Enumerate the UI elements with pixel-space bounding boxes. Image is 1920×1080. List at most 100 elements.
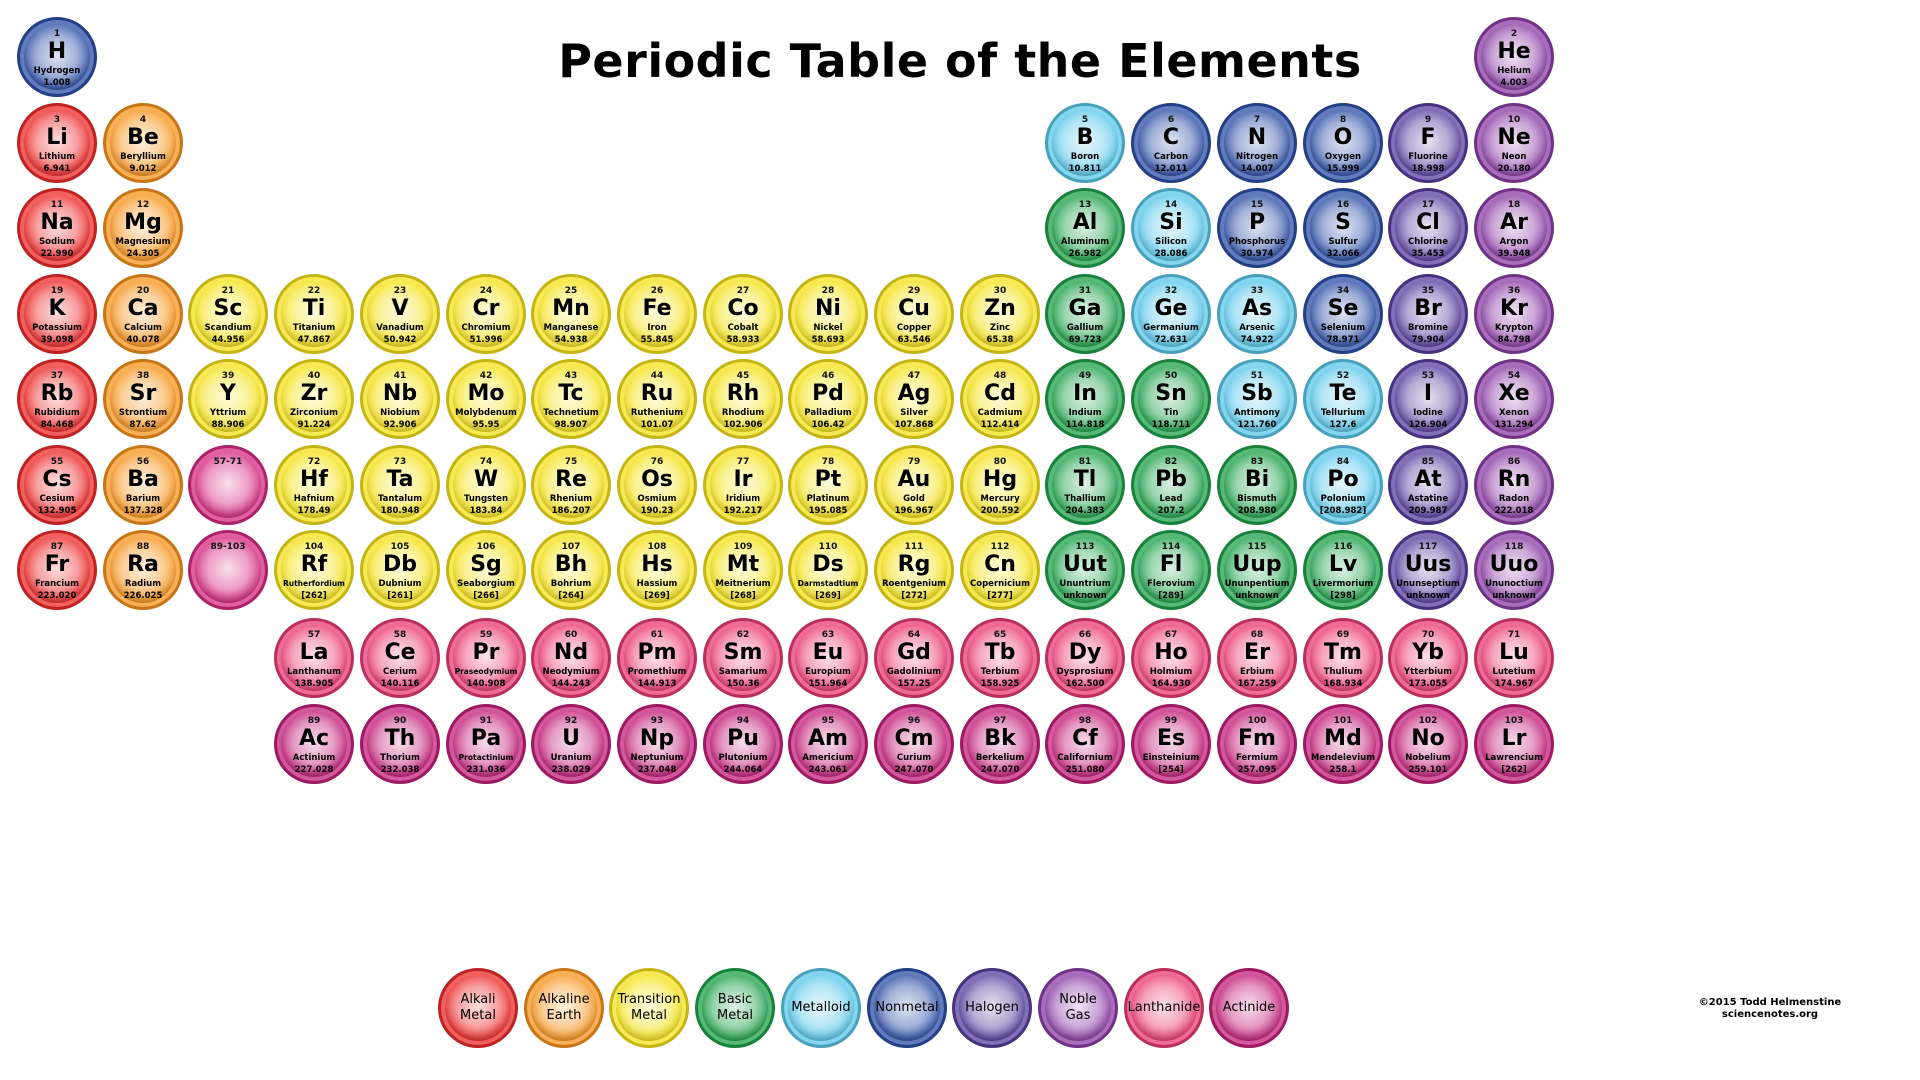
element-mass: 192.217 [723, 506, 763, 516]
element-symbol: Ge [1154, 296, 1188, 321]
element-pb: 82 Pb Lead 207.2 [1131, 445, 1211, 525]
element-br: 35 Br Bromine 79.904 [1388, 274, 1468, 354]
element-name: Darmstadtium [797, 579, 859, 588]
element-symbol: Pm [637, 640, 677, 665]
element-atomic-number: 2 [1510, 29, 1518, 39]
element-atomic-number: 106 [476, 542, 496, 552]
element-atomic-number: 39 [221, 371, 235, 381]
element-atomic-number: 32 [1164, 286, 1178, 296]
element-name: Einsteinium [1142, 753, 1200, 763]
element-name: Francium [34, 579, 80, 589]
element-name: Nitrogen [1235, 152, 1279, 162]
legend-label: Halogen [965, 1000, 1019, 1015]
element-name: Lanthanum [286, 667, 341, 677]
element-mass: 132.905 [37, 506, 77, 516]
element-symbol: Ni [815, 296, 841, 321]
element-atomic-number: 37 [50, 371, 64, 381]
element-symbol: C [1162, 125, 1180, 150]
legend-label: Transition Metal [617, 992, 681, 1023]
element-atomic-number: 49 [1078, 371, 1092, 381]
element-name: Cobalt [727, 323, 759, 333]
element-symbol: Cd [984, 381, 1016, 406]
element-ta: 73 Ta Tantalum 180.948 [360, 445, 440, 525]
element-name: Iridium [725, 494, 761, 504]
element-mass: 6.941 [43, 164, 71, 174]
element-mass: 12.011 [1154, 164, 1188, 174]
element-name: Ununtrium [1059, 579, 1111, 589]
element-mass: [264] [558, 591, 584, 601]
element-mass: 207.2 [1157, 506, 1185, 516]
element-atomic-number: 24 [479, 286, 493, 296]
element-atomic-number: 95 [821, 716, 835, 726]
element-symbol: Sg [470, 552, 502, 577]
element-la: 57 La Lanthanum 138.905 [274, 618, 354, 698]
element-atomic-number: 91 [479, 716, 493, 726]
element-mass: 190.23 [640, 506, 674, 516]
element-mass: 140.908 [466, 679, 506, 689]
element-name: Chlorine [1408, 237, 1448, 247]
element-pu: 94 Pu Plutonium 244.064 [703, 704, 783, 784]
element-mass: 63.546 [897, 335, 931, 345]
element-name: Argon [1499, 237, 1529, 247]
element-name: Technetium [543, 408, 599, 418]
element-name: Lutetium [1492, 667, 1536, 677]
element-cl: 17 Cl Chlorine 35.453 [1388, 188, 1468, 268]
element-mass: [261] [387, 591, 413, 601]
element-atomic-number: 28 [821, 286, 835, 296]
legend-alkaline: Alkaline Earth [524, 968, 604, 1048]
element-te: 52 Te Tellurium 127.6 [1303, 359, 1383, 439]
element-symbol: S [1335, 210, 1351, 235]
element-name: Iron [647, 323, 667, 333]
element-uup: 115 Uup Ununpentium unknown [1217, 530, 1297, 610]
element-group-89-103: 89-103 [188, 530, 268, 610]
element-name: Radon [1498, 494, 1530, 504]
element-symbol: Os [641, 467, 673, 492]
element-atomic-number: 63 [821, 630, 835, 640]
element-name: Osmium [637, 494, 677, 504]
element-name: Ytterbium [1403, 667, 1453, 677]
element-atomic-number: 11 [50, 200, 64, 210]
element-mass: unknown [1492, 591, 1536, 601]
element-mass: 69.723 [1068, 335, 1102, 345]
element-mass: 91.224 [297, 420, 331, 430]
element-pt: 78 Pt Platinum 195.085 [788, 445, 868, 525]
element-name: Nickel [813, 323, 843, 333]
element-al: 13 Al Aluminum 26.982 [1045, 188, 1125, 268]
element-name: Aluminum [1060, 237, 1110, 247]
element-atomic-number: 61 [650, 630, 664, 640]
element-mass: [262] [1501, 765, 1527, 775]
element-name: Livermorium [1312, 579, 1374, 589]
element-name: Thallium [1064, 494, 1106, 504]
element-atomic-number: 23 [393, 286, 407, 296]
element-mass: 257.095 [1237, 765, 1277, 775]
element-symbol: Ru [640, 381, 674, 406]
element-atomic-number: 40 [307, 371, 321, 381]
legend-label: Noble Gas [1059, 992, 1097, 1023]
element-atomic-number: 48 [993, 371, 1007, 381]
element-f: 9 F Fluorine 18.998 [1388, 103, 1468, 183]
element-be: 4 Be Beryllium 9.012 [103, 103, 183, 183]
element-atomic-number: 89-103 [210, 542, 246, 552]
element-rf: 104 Rf Rutherfordium [262] [274, 530, 354, 610]
element-mass: unknown [1406, 591, 1450, 601]
legend-noble: Noble Gas [1038, 968, 1118, 1048]
element-mass: [254] [1158, 765, 1184, 775]
element-mass: 102.906 [723, 420, 763, 430]
element-mass: 126.904 [1408, 420, 1448, 430]
element-symbol: Pu [727, 726, 759, 751]
element-name: Zinc [989, 323, 1011, 333]
element-mt: 109 Mt Meitnerium [268] [703, 530, 783, 610]
element-name: Germanium [1143, 323, 1199, 333]
element-symbol: Bh [554, 552, 588, 577]
element-pd: 46 Pd Palladium 106.42 [788, 359, 868, 439]
element-name: Oxygen [1324, 152, 1362, 162]
element-name: Rubidium [34, 408, 80, 418]
element-symbol: Al [1072, 210, 1098, 235]
element-mass: 162.500 [1065, 679, 1105, 689]
element-mass: [269] [644, 591, 670, 601]
element-name: Zirconium [289, 408, 339, 418]
element-symbol: Rg [897, 552, 931, 577]
element-th: 90 Th Thorium 232.038 [360, 704, 440, 784]
element-mass: 30.974 [1240, 249, 1274, 259]
element-atomic-number: 54 [1507, 371, 1521, 381]
